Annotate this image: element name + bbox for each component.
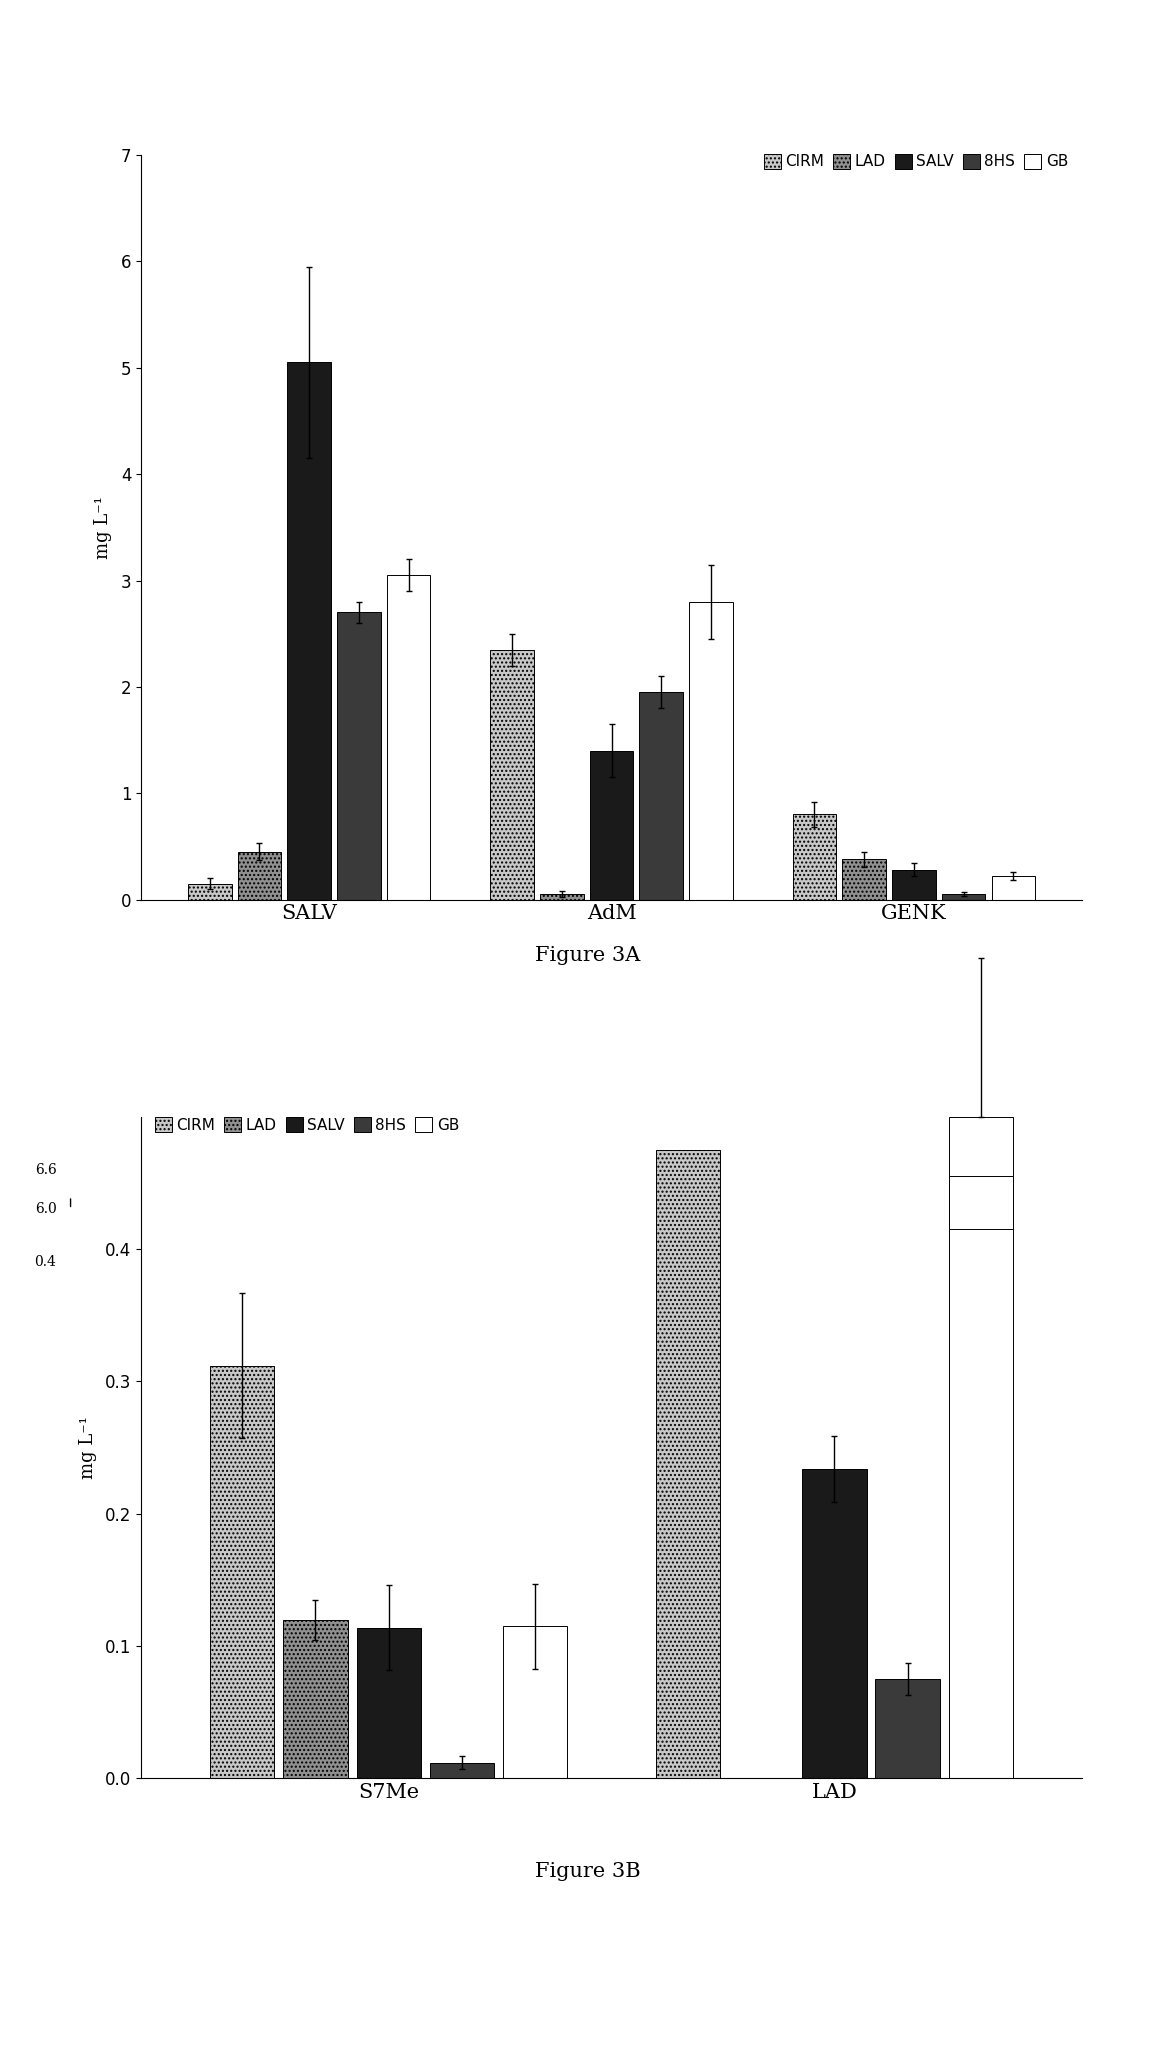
Bar [188, 883, 232, 900]
Bar [689, 602, 733, 900]
Bar [211, 1365, 274, 1778]
Bar [238, 852, 281, 900]
Bar [589, 751, 634, 900]
Y-axis label: mg L⁻¹: mg L⁻¹ [79, 1417, 96, 1479]
Text: Figure 3A: Figure 3A [535, 945, 641, 966]
Bar [949, 1117, 1013, 1778]
Legend: CIRM, LAD, SALV, 8HS, GB: CIRM, LAD, SALV, 8HS, GB [148, 1111, 466, 1139]
Text: 0.4: 0.4 [34, 1255, 56, 1270]
Bar [490, 649, 534, 900]
Bar [338, 612, 381, 900]
Bar [287, 362, 330, 900]
Bar [991, 877, 1035, 900]
Bar [893, 871, 936, 900]
Bar [640, 693, 683, 900]
Text: 6.6: 6.6 [35, 1162, 56, 1177]
Bar [429, 1762, 494, 1778]
Bar [356, 1628, 421, 1778]
Bar [802, 1468, 867, 1778]
Bar [655, 1150, 720, 1778]
Bar [503, 1625, 568, 1778]
Bar [793, 815, 836, 900]
Legend: CIRM, LAD, SALV, 8HS, GB: CIRM, LAD, SALV, 8HS, GB [757, 147, 1075, 176]
Y-axis label: mg L⁻¹: mg L⁻¹ [94, 496, 113, 558]
Text: Figure 3B: Figure 3B [535, 1861, 641, 1882]
Bar [283, 1619, 348, 1778]
Bar [949, 1177, 1013, 1228]
Text: 6.0: 6.0 [35, 1202, 56, 1216]
Bar [387, 575, 430, 900]
Bar [842, 858, 886, 900]
Bar [942, 893, 985, 900]
Bar [875, 1679, 940, 1778]
Bar [540, 893, 583, 900]
